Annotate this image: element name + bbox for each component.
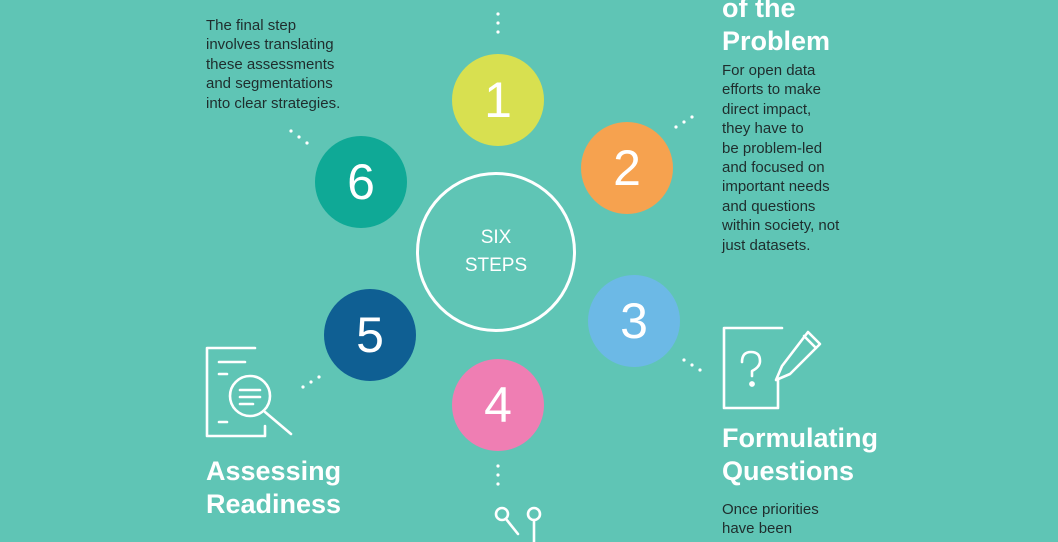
step-2-number: 2 bbox=[613, 140, 641, 196]
step-1-circle: 1 bbox=[452, 54, 544, 146]
step-6-description: The final step involves translating thes… bbox=[206, 17, 341, 112]
step-2-circle: 2 bbox=[581, 122, 673, 214]
step-4-circle: 4 bbox=[452, 359, 544, 451]
document-magnifier-icon bbox=[205, 346, 293, 438]
step-3-heading: Formulating Questions bbox=[722, 423, 878, 486]
step-4-number: 4 bbox=[484, 377, 512, 433]
step-1-number: 1 bbox=[484, 72, 512, 128]
step-5-heading: Assessing Readiness bbox=[206, 456, 342, 519]
step-5-number: 5 bbox=[356, 307, 384, 363]
step-6-number: 6 bbox=[347, 154, 375, 210]
network-nodes-icon bbox=[494, 506, 542, 542]
step-3-circle: 3 bbox=[588, 275, 680, 367]
center-label-line1: SIX bbox=[480, 227, 512, 248]
step-6-circle: 6 bbox=[315, 136, 407, 228]
step-2-heading: of the Problem bbox=[722, 0, 831, 56]
step-5-circle: 5 bbox=[324, 289, 416, 381]
center-label-line2: STEPS bbox=[464, 255, 528, 276]
step-2-description: For open data efforts to make direct imp… bbox=[722, 62, 840, 254]
step-3-number: 3 bbox=[620, 293, 648, 349]
center-circle: SIX STEPS bbox=[416, 172, 576, 332]
question-pen-icon bbox=[722, 326, 822, 410]
